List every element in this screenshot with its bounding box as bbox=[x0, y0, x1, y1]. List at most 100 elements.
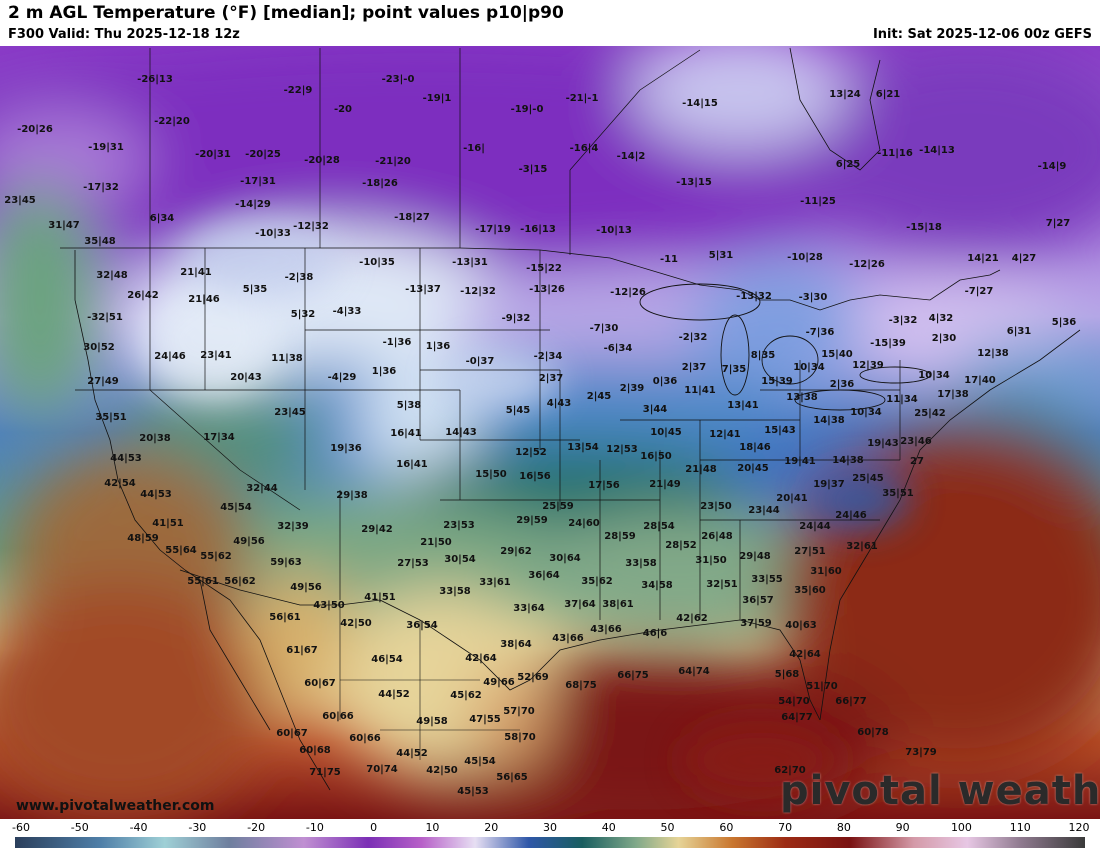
point-value-label: 20|43 bbox=[230, 372, 262, 383]
point-value-label: 52|69 bbox=[517, 672, 549, 683]
temperature-field bbox=[0, 46, 1100, 819]
point-value-label: 32|39 bbox=[277, 521, 309, 532]
point-value-label: 27 bbox=[910, 456, 924, 467]
map-borders bbox=[60, 47, 1081, 791]
point-value-label: -11|25 bbox=[800, 196, 836, 207]
point-value-label: 32|61 bbox=[846, 541, 878, 552]
point-value-label: 56|62 bbox=[224, 576, 256, 587]
point-value-label: 54|70 bbox=[778, 696, 810, 707]
point-value-label: 45|62 bbox=[450, 690, 482, 701]
point-value-label: 7|27 bbox=[1046, 218, 1071, 229]
point-value-label: 46|6 bbox=[643, 628, 668, 639]
point-value-label: 49|56 bbox=[290, 582, 322, 593]
point-value-label: 13|24 bbox=[829, 89, 861, 100]
point-value-label: 32|44 bbox=[246, 483, 278, 494]
point-value-label: 15|40 bbox=[821, 349, 853, 360]
point-value-label: 10|34 bbox=[793, 362, 825, 373]
point-value-label: 23|44 bbox=[748, 505, 780, 516]
point-value-label: 41|51 bbox=[152, 518, 184, 529]
point-value-label: 42|54 bbox=[104, 478, 136, 489]
colorbar-tick-label: -50 bbox=[71, 821, 89, 834]
header: 2 m AGL Temperature (°F) [median]; point… bbox=[0, 0, 1100, 46]
point-value-label: 2|37 bbox=[539, 373, 564, 384]
point-value-label: 55|61 bbox=[187, 576, 219, 587]
point-value-label: -15|18 bbox=[906, 222, 942, 233]
point-value-label: 35|51 bbox=[95, 412, 127, 423]
point-value-label: 19|43 bbox=[867, 438, 899, 449]
point-value-label: 56|65 bbox=[496, 772, 528, 783]
point-value-label: 33|58 bbox=[439, 586, 471, 597]
colorbar-tick-label: 90 bbox=[896, 821, 910, 834]
point-value-label: -16|4 bbox=[570, 143, 599, 154]
point-value-label: 57|70 bbox=[503, 706, 535, 717]
point-value-label: 56|61 bbox=[269, 612, 301, 623]
point-value-label: -20|26 bbox=[17, 124, 53, 135]
colorbar-tick-label: 50 bbox=[661, 821, 675, 834]
point-value-label: 33|58 bbox=[625, 558, 657, 569]
point-value-label: 6|25 bbox=[836, 159, 861, 170]
colorbar-tick-label: -60 bbox=[12, 821, 30, 834]
point-value-label: 12|38 bbox=[977, 348, 1009, 359]
point-value-label: 5|68 bbox=[775, 669, 800, 680]
point-value-label: -12|32 bbox=[293, 221, 329, 232]
point-value-label: 13|38 bbox=[786, 392, 818, 403]
point-value-label: 17|34 bbox=[203, 432, 235, 443]
point-value-label: 16|50 bbox=[640, 451, 672, 462]
point-value-label: 49|58 bbox=[416, 716, 448, 727]
point-value-label: 66|77 bbox=[835, 696, 867, 707]
point-value-label: 35|62 bbox=[581, 576, 613, 587]
point-value-label: 62|70 bbox=[774, 765, 806, 776]
point-value-label: 28|52 bbox=[665, 540, 697, 551]
great-lakes bbox=[639, 283, 931, 411]
point-value-label: 44|53 bbox=[110, 453, 142, 464]
point-value-label: 33|64 bbox=[513, 603, 545, 614]
point-value-label: -22|9 bbox=[284, 85, 313, 96]
point-value-label: 42|62 bbox=[676, 613, 708, 624]
point-value-label: 14|21 bbox=[967, 253, 999, 264]
point-value-label: 32|51 bbox=[706, 579, 738, 590]
point-value-label: -17|31 bbox=[240, 176, 276, 187]
point-value-label: 34|58 bbox=[641, 580, 673, 591]
point-value-label: 41|51 bbox=[364, 592, 396, 603]
point-value-label: -3|15 bbox=[519, 164, 548, 175]
point-value-label: 30|52 bbox=[83, 342, 115, 353]
point-value-label: -11 bbox=[660, 254, 678, 265]
point-value-label: 19|41 bbox=[784, 456, 816, 467]
mexico-pacific-coast bbox=[184, 569, 331, 791]
point-value-label: 2|36 bbox=[830, 379, 855, 390]
point-value-label: 47|55 bbox=[469, 714, 501, 725]
point-value-label: 31|60 bbox=[810, 566, 842, 577]
point-value-label: 5|32 bbox=[291, 309, 316, 320]
colorbar-ticks: -60 -50 -40 -30 -20 -10 0 10 20 30 40 50 60 70 80 90 100… bbox=[12, 821, 1089, 834]
point-value-label: -2|38 bbox=[285, 272, 314, 283]
point-value-label: 6|31 bbox=[1007, 326, 1032, 337]
point-value-label: 25|42 bbox=[914, 408, 946, 419]
colorbar-tick-label: 100 bbox=[951, 821, 972, 834]
point-value-label: 55|62 bbox=[200, 551, 232, 562]
point-value-label: 12|52 bbox=[515, 447, 547, 458]
point-value-label: -19|31 bbox=[88, 142, 124, 153]
point-value-label: -14|9 bbox=[1038, 161, 1067, 172]
point-value-label: 21|50 bbox=[420, 537, 452, 548]
point-value-label: 42|50 bbox=[426, 765, 458, 776]
point-value-label: 31|50 bbox=[695, 555, 727, 566]
point-value-label: 1|36 bbox=[426, 341, 451, 352]
point-value-label: 33|55 bbox=[751, 574, 783, 585]
point-value-label: 27|53 bbox=[397, 558, 429, 569]
point-value-label: 2|30 bbox=[932, 333, 957, 344]
colorbar-tick-label: -40 bbox=[130, 821, 148, 834]
point-value-label: 60|67 bbox=[304, 678, 336, 689]
colorbar-tick-label: 120 bbox=[1069, 821, 1090, 834]
point-value-label: -12|32 bbox=[460, 286, 496, 297]
point-value-label: -10|33 bbox=[255, 228, 291, 239]
pivotal-weather-logo: pivotal weather bbox=[780, 768, 1100, 814]
point-value-label: 45|53 bbox=[457, 786, 489, 797]
point-value-label: 10|34 bbox=[918, 370, 950, 381]
gulf-coast bbox=[529, 619, 821, 721]
point-value-label: 15|50 bbox=[475, 469, 507, 480]
point-value-label: -7|36 bbox=[806, 327, 835, 338]
point-value-label: 42|64 bbox=[789, 649, 821, 660]
east-coast bbox=[819, 329, 1081, 721]
website-url: www.pivotalweather.com bbox=[16, 798, 215, 814]
point-value-label: -13|31 bbox=[452, 257, 488, 268]
